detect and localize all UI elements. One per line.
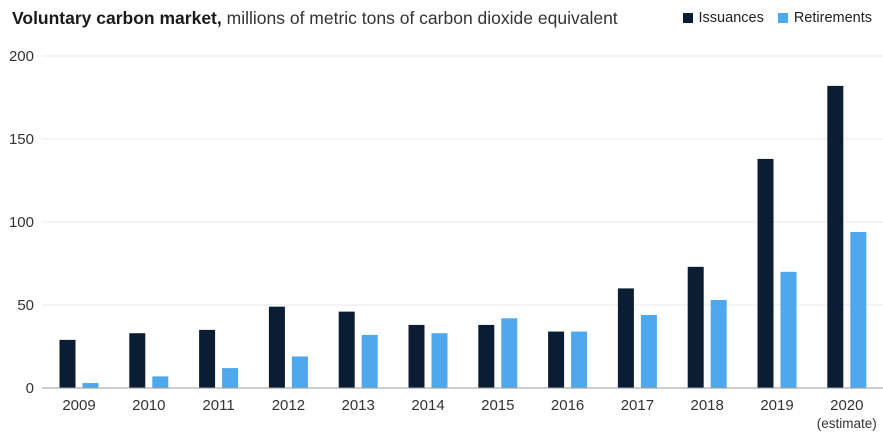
bar-issuances-2020 <box>827 85 844 388</box>
bar-retirements-2015 <box>501 318 518 388</box>
x-tick-label: 2014 <box>411 397 444 414</box>
x-tick-label: 2019 <box>760 397 793 414</box>
bar-retirements-2017 <box>640 314 657 388</box>
legend-label-issuances: Issuances <box>698 10 764 26</box>
y-axis-ticks: 0 50 100 150 200 <box>9 48 34 397</box>
bar-retirements-2009 <box>82 383 99 388</box>
chart-header: Voluntary carbon market, millions of met… <box>12 5 872 31</box>
bar-issuances-2015 <box>478 324 495 388</box>
bar-issuances-2013 <box>338 311 355 388</box>
bar-retirements-2018 <box>710 300 727 388</box>
x-tick-label: 2011 <box>202 397 234 414</box>
y-tick-label: 0 <box>26 380 34 397</box>
x-tick-sublabel: (estimate) <box>817 416 877 431</box>
bar-retirements-2014 <box>431 333 448 388</box>
x-tick-label: 2013 <box>342 397 375 414</box>
legend: Issuances Retirements <box>669 10 872 26</box>
bar-issuances-2014 <box>408 324 425 388</box>
x-tick-label: 2010 <box>132 397 165 414</box>
bar-retirements-2012 <box>291 356 308 388</box>
legend-label-retirements: Retirements <box>793 10 872 26</box>
x-tick-label: 2015 <box>481 397 514 414</box>
x-tick-label: 2009 <box>62 397 95 414</box>
x-tick-label: 2016 <box>551 397 584 414</box>
gridlines <box>42 55 883 306</box>
x-axis-ticks: 2009 2010 2011 2012 2013 2014 2015 2016 2017 2018… <box>62 397 876 431</box>
bar-retirements-2020 <box>850 231 867 388</box>
bar-issuances-2010 <box>129 333 146 388</box>
bars <box>59 85 867 388</box>
x-tick-label: 2017 <box>621 397 654 414</box>
x-tick-label: 2018 <box>691 397 724 414</box>
chart-title-units: millions of metric tons of carbon dioxid… <box>226 8 618 28</box>
bar-issuances-2011 <box>199 329 216 388</box>
bar-retirements-2016 <box>571 331 588 388</box>
bar-retirements-2019 <box>780 271 797 388</box>
bar-issuances-2017 <box>617 288 634 388</box>
x-tick-label: 2020 <box>830 397 863 414</box>
bar-retirements-2010 <box>152 376 169 388</box>
chart-title-bold: Voluntary carbon market, <box>12 8 222 28</box>
y-tick-label: 150 <box>9 131 34 148</box>
chart-title: Voluntary carbon market, millions of met… <box>12 8 618 29</box>
legend-swatch-issuances <box>682 13 693 23</box>
legend-item-issuances: Issuances <box>682 10 764 26</box>
y-tick-label: 200 <box>9 48 34 65</box>
x-tick-label: 2012 <box>272 397 305 414</box>
legend-item-retirements: Retirements <box>777 10 872 26</box>
y-tick-label: 100 <box>9 214 34 231</box>
bar-issuances-2012 <box>268 306 285 388</box>
bar-retirements-2013 <box>361 334 378 388</box>
bar-issuances-2019 <box>757 158 774 388</box>
bar-issuances-2016 <box>548 331 565 388</box>
bar-issuances-2018 <box>687 266 704 388</box>
bar-issuances-2009 <box>59 339 76 388</box>
bar-retirements-2011 <box>222 368 239 388</box>
y-tick-label: 50 <box>17 297 34 314</box>
legend-swatch-retirements <box>777 13 788 23</box>
